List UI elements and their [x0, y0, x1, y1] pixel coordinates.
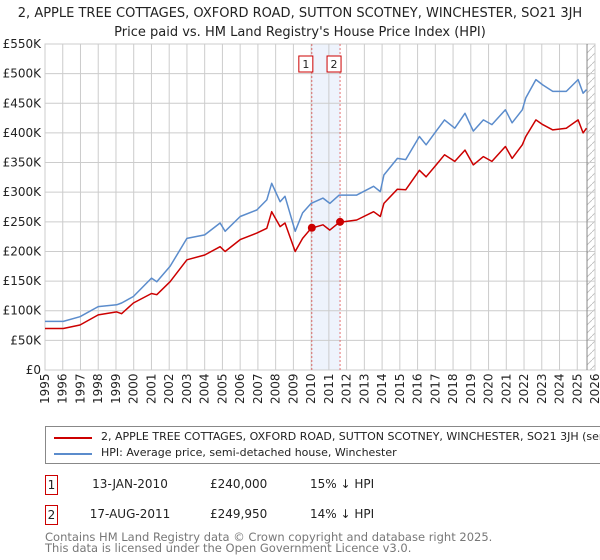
x-tick-label: 2018: [446, 373, 460, 404]
x-tick-label: 2007: [251, 373, 265, 404]
hpi-line: [45, 78, 588, 323]
sale-hpi-diff: 15% ↓ HPI: [310, 477, 375, 491]
legend: 2, APPLE TREE COTTAGES, OXFORD ROAD, SUT…: [45, 426, 600, 464]
future-hatch: [587, 44, 595, 370]
x-tick-label: 2019: [464, 373, 478, 404]
x-tick-label: 2015: [393, 373, 407, 404]
sale-badge-box: [326, 55, 342, 73]
x-tick-label: 2005: [215, 373, 229, 404]
sale-badge-box: [298, 55, 314, 73]
y-tick-label: £0: [26, 363, 41, 377]
y-tick-label: £400K: [3, 126, 43, 140]
footer-copyright: Contains HM Land Registry data © Crown c…: [45, 530, 493, 544]
x-tick-label: 1999: [109, 373, 123, 404]
sale-point: [336, 217, 345, 226]
x-tick-label: 2013: [357, 373, 371, 404]
footer-licence: This data is licensed under the Open Gov…: [45, 541, 412, 555]
x-tick-label: 2026: [588, 373, 600, 404]
x-tick-label: 1995: [38, 373, 52, 404]
x-tick-label: 2014: [375, 373, 389, 404]
y-tick-label: £150K: [3, 274, 43, 288]
x-tick-label: 2025: [570, 373, 584, 404]
x-tick-label: 2004: [198, 373, 212, 404]
property-price-line: [45, 119, 588, 330]
sale-marker-badge: 1: [45, 475, 58, 495]
x-tick-label: 2002: [162, 373, 176, 404]
sale-badge-label: 2: [331, 58, 338, 71]
y-tick-label: £200K: [3, 244, 43, 258]
x-tick-label: 2011: [322, 373, 336, 404]
y-tick-label: £100K: [3, 304, 43, 318]
legend-swatch-red: [54, 437, 92, 439]
x-tick-label: 1996: [56, 373, 70, 404]
x-tick-label: 2006: [233, 373, 247, 404]
sale-period-shade: [311, 44, 341, 370]
chart-title: 2, APPLE TREE COTTAGES, OXFORD ROAD, SUT…: [17, 6, 583, 21]
legend-label: HPI: Average price, semi-detached house,…: [101, 446, 397, 459]
x-tick-label: 2016: [411, 373, 425, 404]
legend-label: 2, APPLE TREE COTTAGES, OXFORD ROAD, SUT…: [101, 430, 600, 443]
chart-subtitle: Price paid vs. HM Land Registry's House …: [114, 25, 486, 40]
sale-row: 1 13-JAN-2010 £240,000 15% ↓ HPI: [45, 475, 545, 495]
sale-date: 13-JAN-2010: [92, 477, 168, 491]
sale-price: £249,950: [210, 507, 268, 521]
x-tick-label: 2008: [269, 373, 283, 404]
y-tick-label: £550K: [3, 37, 43, 51]
x-tick-label: 2020: [482, 373, 496, 404]
y-tick-label: £450K: [3, 96, 43, 110]
x-tick-label: 2024: [553, 373, 567, 404]
y-tick-label: £500K: [3, 67, 43, 81]
sale-date: 17-AUG-2011: [89, 507, 171, 521]
sale-point: [307, 223, 316, 232]
x-tick-label: 1997: [73, 373, 87, 404]
x-tick-label: 2010: [304, 373, 318, 404]
x-tick-label: 1998: [91, 373, 105, 404]
x-tick-label: 2012: [340, 373, 354, 404]
x-tick-label: 2001: [144, 373, 158, 404]
y-tick-label: £250K: [3, 215, 43, 229]
x-tick-label: 2021: [499, 373, 513, 404]
x-tick-label: 2017: [428, 373, 442, 404]
sale-hpi-diff: 14% ↓ HPI: [310, 507, 375, 521]
y-tick-label: £350K: [3, 156, 43, 170]
x-tick-label: 2022: [517, 373, 531, 404]
x-tick-label: 2003: [180, 373, 194, 404]
sale-price: £240,000: [210, 477, 268, 491]
x-tick-label: 2009: [286, 373, 300, 404]
sale-row: 2 17-AUG-2011 £249,950 14% ↓ HPI: [45, 505, 545, 525]
plot-area: 1995 1996 1997 1998 1999 2000 2001 2002 2003 2004…: [3, 37, 600, 404]
x-tick-label: 2023: [535, 373, 549, 404]
legend-swatch-blue: [54, 453, 92, 455]
x-tick-label: 2000: [127, 373, 141, 404]
y-tick-label: £300K: [3, 185, 43, 199]
sale-badge-label: 1: [302, 58, 309, 71]
y-tick-label: £50K: [10, 333, 42, 347]
sale-marker-badge: 2: [45, 505, 58, 525]
